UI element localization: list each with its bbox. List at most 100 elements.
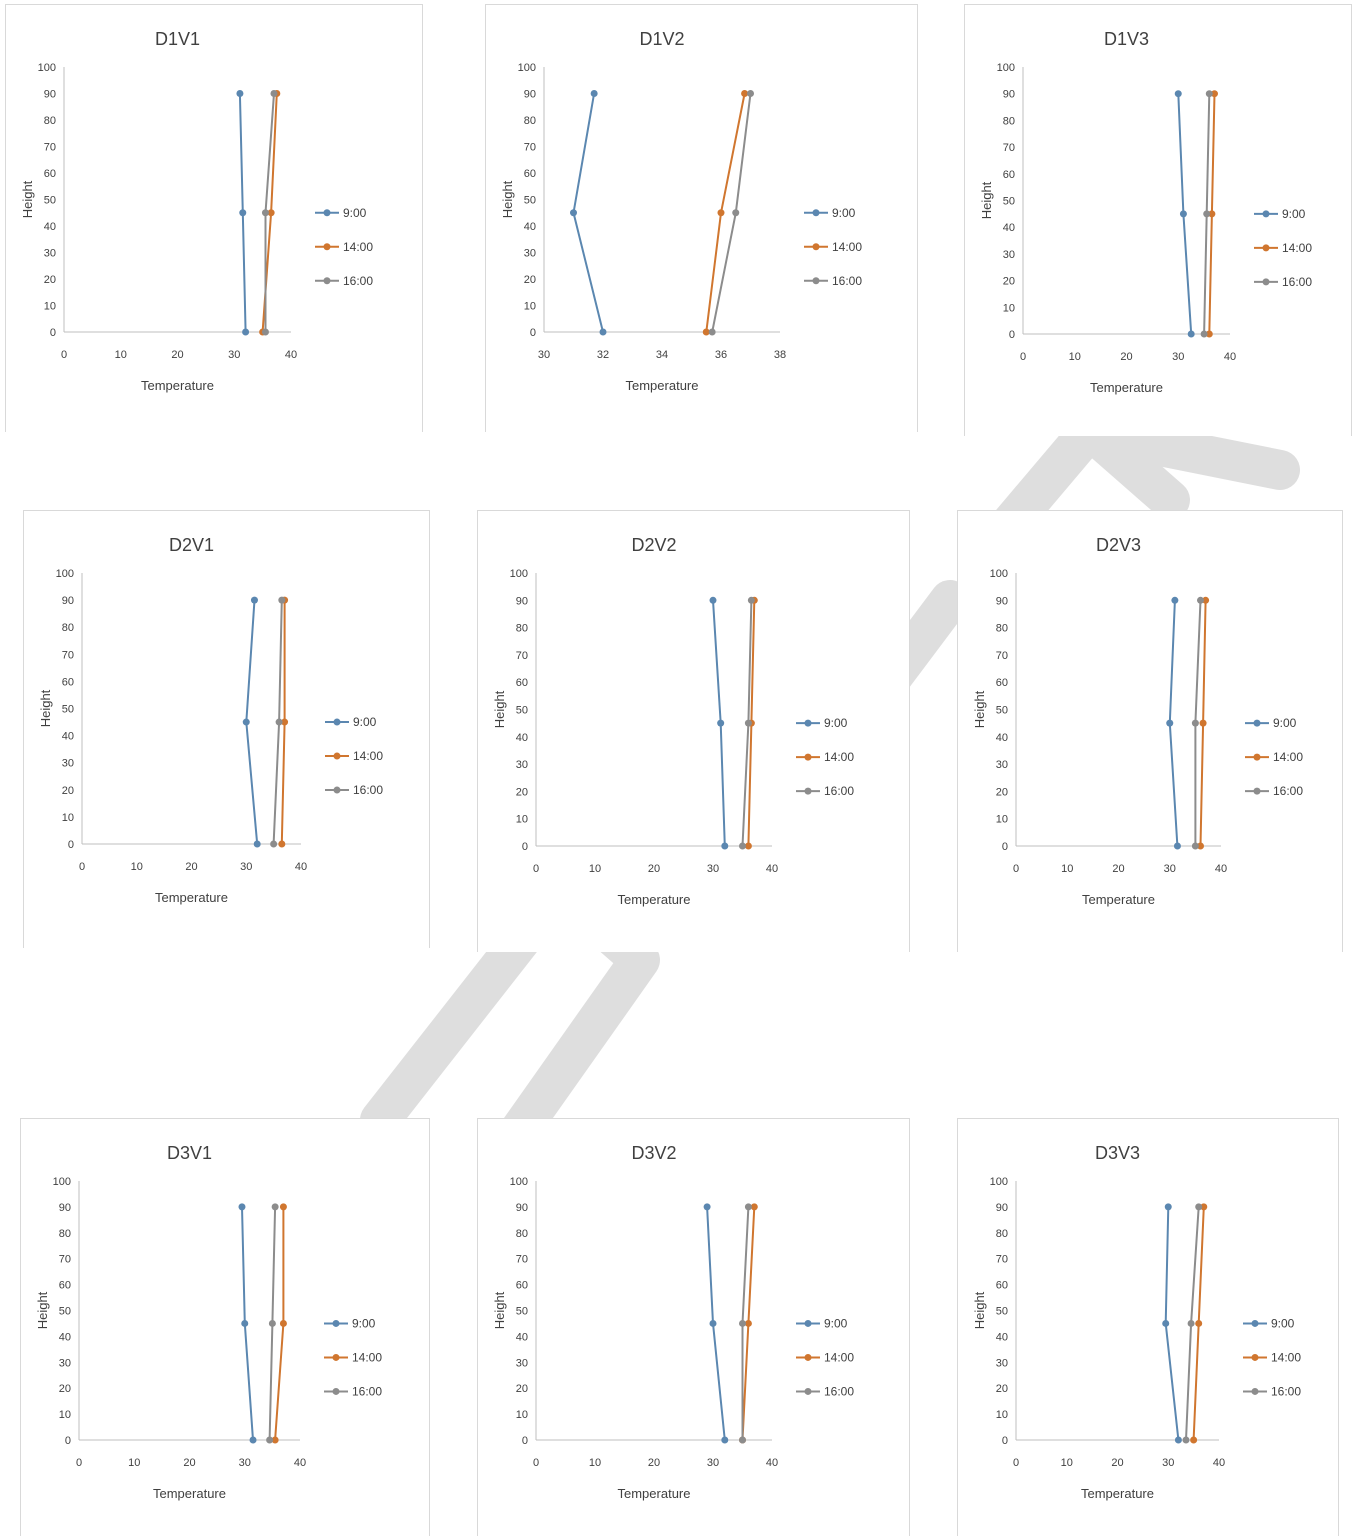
x-tick-label: 0 <box>76 1457 82 1469</box>
legend-label-16-00: 16:00 <box>343 274 373 288</box>
data-point-14-00 <box>278 840 286 848</box>
y-axis-label: Height <box>492 690 507 728</box>
x-axis-label: Temperature <box>155 890 228 905</box>
data-point-16-00 <box>739 1436 746 1444</box>
data-point-14-00 <box>1199 719 1207 727</box>
y-tick-label: 70 <box>516 650 528 662</box>
y-tick-label: 10 <box>996 814 1008 826</box>
y-tick-label: 0 <box>1002 1435 1008 1447</box>
legend-label-14-00: 14:00 <box>343 240 373 254</box>
data-point-9-00 <box>717 719 725 727</box>
x-tick-label: 0 <box>79 861 85 873</box>
chart-title: D3V1 <box>167 1143 212 1163</box>
y-tick-label: 10 <box>996 1409 1008 1421</box>
legend-marker-9-00 <box>323 209 331 217</box>
chart-svg: D2V3 0 10 20 30 40 50 60 70 80 90 100 0 10 20 30 40 Tempe… <box>972 535 1303 907</box>
y-tick-label: 70 <box>996 650 1008 662</box>
data-point-16-00 <box>1197 596 1204 604</box>
x-tick-label: 30 <box>538 349 550 361</box>
legend-label-16-00: 16:00 <box>353 783 383 797</box>
y-axis-label: Height <box>972 690 987 728</box>
y-tick-label: 100 <box>990 568 1008 580</box>
data-point-9-00 <box>599 328 607 336</box>
x-axis-label: Temperature <box>153 1486 226 1501</box>
y-tick-label: 10 <box>516 1409 528 1421</box>
legend-label-9-00: 9:00 <box>824 716 848 730</box>
chart-panel-d3v1: D3V1 0 10 20 30 40 50 60 70 80 90 100 0 10 20 30 40 Tempe… <box>20 1118 430 1536</box>
legend-marker-9-00 <box>1262 210 1270 218</box>
y-tick-label: 10 <box>44 301 56 313</box>
y-tick-label: 100 <box>510 1176 528 1188</box>
y-tick-label: 100 <box>56 568 74 580</box>
y-tick-label: 10 <box>1003 302 1015 314</box>
data-point-14-00 <box>1205 330 1213 338</box>
data-point-16-00 <box>261 209 269 217</box>
y-tick-label: 50 <box>516 1306 528 1318</box>
data-point-14-00 <box>1200 1203 1208 1211</box>
y-tick-label: 90 <box>524 89 536 101</box>
y-tick-label: 0 <box>1009 329 1015 341</box>
x-tick-label: 30 <box>239 1457 251 1469</box>
y-tick-label: 20 <box>62 785 74 797</box>
y-tick-label: 80 <box>996 623 1008 635</box>
data-point-16-00 <box>708 328 716 336</box>
data-point-9-00 <box>253 840 261 848</box>
data-point-16-00 <box>744 1203 752 1211</box>
y-tick-label: 0 <box>65 1435 71 1447</box>
y-tick-label: 20 <box>516 786 528 798</box>
y-tick-label: 50 <box>524 195 536 207</box>
y-tick-label: 30 <box>62 758 74 770</box>
chart-svg: D1V1 0 10 20 30 40 50 60 70 80 90 100 0 10 20 30 40 Tempe… <box>20 29 373 393</box>
data-point-16-00 <box>1191 719 1199 727</box>
data-point-14-00 <box>281 718 289 726</box>
legend-label-14-00: 14:00 <box>1271 1350 1301 1364</box>
x-tick-label: 10 <box>1069 351 1081 363</box>
y-tick-label: 30 <box>524 248 536 260</box>
data-point-16-00 <box>270 840 278 848</box>
data-point-9-00 <box>570 209 577 217</box>
y-axis-label: Height <box>500 180 515 218</box>
x-tick-label: 36 <box>715 349 727 361</box>
y-tick-label: 40 <box>524 221 536 233</box>
chart-panel-d3v3: D3V3 0 10 20 30 40 50 60 70 80 90 100 0 10 20 30 40 Tempe… <box>957 1118 1339 1536</box>
x-tick-label: 38 <box>774 349 786 361</box>
y-tick-label: 40 <box>996 732 1008 744</box>
legend-label-9-00: 9:00 <box>343 206 367 220</box>
y-tick-label: 60 <box>516 677 528 689</box>
chart-title: D2V1 <box>169 535 214 555</box>
data-point-16-00 <box>1200 330 1208 338</box>
data-point-16-00 <box>271 1203 279 1211</box>
chart-panel-d3v2: D3V2 0 10 20 30 40 50 60 70 80 90 100 0 10 20 30 40 Tempe… <box>477 1118 910 1536</box>
data-point-14-00 <box>1208 210 1216 218</box>
y-tick-label: 50 <box>996 705 1008 717</box>
legend-label-16-00: 16:00 <box>824 1384 854 1398</box>
x-tick-label: 20 <box>648 863 660 875</box>
data-point-9-00 <box>242 718 250 726</box>
y-tick-label: 30 <box>59 1357 71 1369</box>
y-tick-label: 40 <box>44 221 56 233</box>
data-point-9-00 <box>1162 1319 1170 1327</box>
y-tick-label: 70 <box>516 1254 528 1266</box>
data-point-9-00 <box>1187 330 1195 338</box>
y-tick-label: 20 <box>996 1383 1008 1395</box>
legend-marker-9-00 <box>804 719 812 727</box>
legend-label-14-00: 14:00 <box>352 1350 382 1364</box>
legend-label-14-00: 14:00 <box>824 750 854 764</box>
y-tick-label: 100 <box>990 1176 1008 1188</box>
x-tick-label: 0 <box>61 349 67 361</box>
x-tick-label: 20 <box>1112 863 1124 875</box>
legend-label-14-00: 14:00 <box>1282 241 1312 255</box>
legend-marker-14-00 <box>1262 244 1270 252</box>
x-axis-label: Temperature <box>1081 1486 1154 1501</box>
x-tick-label: 20 <box>171 349 183 361</box>
data-point-14-00 <box>717 209 725 217</box>
data-point-14-00 <box>271 1436 279 1444</box>
y-tick-label: 70 <box>44 142 56 154</box>
y-tick-label: 0 <box>1002 841 1008 853</box>
x-tick-label: 0 <box>1013 1457 1019 1469</box>
data-point-14-00 <box>1202 596 1210 604</box>
data-point-9-00 <box>721 842 729 850</box>
data-point-9-00 <box>590 90 598 97</box>
x-tick-label: 30 <box>240 861 252 873</box>
chart-title: D3V3 <box>1095 1143 1140 1163</box>
